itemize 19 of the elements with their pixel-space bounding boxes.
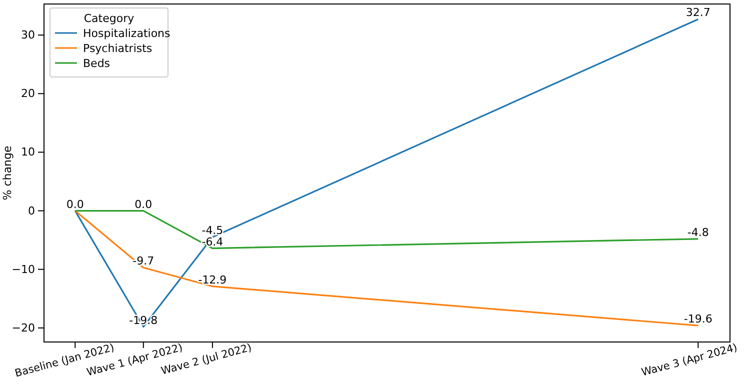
x-tick-label: Wave 3 (Apr 2024) [640,342,739,379]
data-label: -4.8 [687,226,709,239]
legend-label: Psychiatrists [83,42,152,55]
y-tick-label: 30 [21,28,35,42]
data-label: -12.9 [198,273,227,286]
data-label: 0.0 [66,198,84,211]
y-tick-label: 20 [21,87,35,100]
data-label: 32.7 [686,6,710,20]
data-label: -4.5 [202,224,224,238]
legend-label: Hospitalizations [83,27,171,40]
legend-title: Category [84,12,135,25]
data-label: 0.0 [134,198,152,211]
data-label: -19.6 [684,312,712,326]
legend-label: Beds [83,57,110,70]
y-axis-title: % change [1,146,14,200]
y-tick-label: −20 [12,321,35,334]
y-tick-label: 10 [21,146,35,159]
y-tick-label: −10 [12,262,35,276]
y-tick-label: 0 [28,204,35,218]
